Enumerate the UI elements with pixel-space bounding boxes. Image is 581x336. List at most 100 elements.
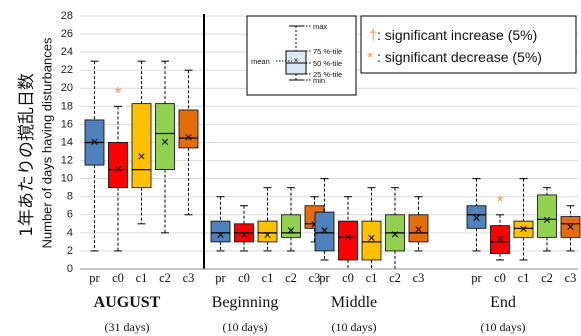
box-middle-c2: × <box>385 187 405 270</box>
x-tick-label: c3 <box>183 271 195 285</box>
box-key-mean-label: mean <box>251 57 270 66</box>
y-tick-label: 28 <box>61 10 73 22</box>
x-tick-label: c2 <box>159 271 171 285</box>
x-tick-label: pr <box>215 271 226 285</box>
significance-mark: * <box>115 83 122 102</box>
legend-frame <box>360 15 577 74</box>
iqr-box <box>513 220 534 238</box>
boxes: ×××× ×× × × × × × × × × ××××× × <box>84 60 581 270</box>
iqr-box <box>210 220 231 243</box>
x-tick-label: pr <box>471 271 482 285</box>
legend-increase-mark: † <box>369 27 377 44</box>
y-axis-label-en: Number of days having disturbances <box>39 37 54 249</box>
mean-mark: × <box>496 230 504 246</box>
mean-mark: × <box>367 229 375 245</box>
group-labels: AUGUST (31 days) Beginning (10 days) Middle (… <box>94 294 526 334</box>
x-tick-label: c2 <box>389 271 401 285</box>
x-tick-label: c1 <box>136 271 148 285</box>
iqr-box <box>338 220 358 261</box>
box-middle-c1: × <box>361 187 382 270</box>
x-tick-label: c1 <box>518 271 530 285</box>
box-august-c3: × <box>178 69 199 216</box>
y-tick-label: 14 <box>61 136 73 148</box>
y-tick-label: 24 <box>61 46 73 58</box>
legend-increase-text: : significant increase (5%) <box>377 27 537 43</box>
mean-mark: × <box>161 134 169 150</box>
box-august-c1: × <box>131 60 152 225</box>
y-tick-label: 0 <box>67 263 73 275</box>
box-key: × max 75 %-tile 50 %-tile 25 %-tile min … <box>246 15 357 96</box>
group-label: AUGUST <box>94 294 161 311</box>
y-tick-label: 26 <box>61 28 73 40</box>
mean-mark: × <box>472 209 480 225</box>
mean-mark: × <box>263 227 271 243</box>
y-tick-label: 8 <box>67 191 73 203</box>
group-label: Beginning <box>212 294 279 311</box>
mean-mark: × <box>543 211 551 227</box>
box-key-mean-mark: × <box>294 56 299 65</box>
group-label: Middle <box>331 294 377 311</box>
y-tick-label: 6 <box>67 209 73 221</box>
mean-mark: × <box>519 220 527 236</box>
x-tick-label: c1 <box>366 271 378 285</box>
mean-mark: × <box>240 227 248 243</box>
iqr-box <box>361 220 382 261</box>
y-tick-label: 18 <box>61 100 73 112</box>
x-tick-label: c0 <box>112 271 124 285</box>
box-key-median-label: 50 %-tile <box>313 59 342 68</box>
legend: † : significant increase (5%) * : signif… <box>360 15 577 74</box>
significance-mark: * <box>497 192 504 211</box>
y-tick-label: 16 <box>61 118 73 130</box>
legend-decrease-mark: * <box>367 49 373 66</box>
box-key-q1-label: 25 %-tile <box>313 70 342 79</box>
box-august-c0: × <box>108 105 128 252</box>
group-sublabel: (10 days) <box>223 320 268 334</box>
box-end-c2: × <box>537 187 557 252</box>
box-end-c1: × <box>513 178 534 261</box>
box-key-q3-label: 75 %-tile <box>313 47 342 56</box>
group-label: End <box>490 294 516 311</box>
x-tick-label: c2 <box>285 271 297 285</box>
box-end-c0: × <box>490 214 510 261</box>
iqr-box <box>537 194 557 238</box>
mean-mark: × <box>137 148 145 164</box>
iqr-box <box>155 103 175 171</box>
x-tick-label: c3 <box>413 271 425 285</box>
box-beginning-c1: × <box>257 187 278 252</box>
x-tick-label: pr <box>89 271 100 285</box>
y-tick-label: 20 <box>61 82 73 94</box>
box-beginning-c2: × <box>281 187 301 252</box>
mean-mark: × <box>414 221 422 237</box>
x-tick-label: c3 <box>565 271 577 285</box>
x-tick-label: c2 <box>541 271 553 285</box>
mean-mark: × <box>216 227 224 243</box>
box-middle-c0: × <box>338 196 358 270</box>
box-august-c2: × <box>155 60 175 234</box>
x-tick-label: c1 <box>262 271 274 285</box>
x-tick-label: c0 <box>494 271 506 285</box>
box-middle-c3: × <box>408 196 429 252</box>
y-tick-label: 2 <box>67 245 73 257</box>
iqr-box <box>560 216 581 238</box>
group-sublabel: (31 days) <box>105 320 150 334</box>
group-sublabel: (10 days) <box>332 320 377 334</box>
mean-mark: × <box>320 222 328 238</box>
iqr-box <box>408 214 429 243</box>
box-beginning-pr: × <box>210 196 231 252</box>
box-end-c3: × <box>560 205 581 252</box>
x-tick-label: c0 <box>238 271 250 285</box>
iqr-box <box>490 225 510 255</box>
y-tick-label: 22 <box>61 64 73 76</box>
box-end-pr: × <box>466 178 487 252</box>
y-tick-label: 4 <box>67 227 73 239</box>
mean-mark: × <box>90 134 98 150</box>
significance-marks: ** <box>115 83 504 210</box>
x-tick-label: c3 <box>309 271 321 285</box>
y-tick-label: 10 <box>61 173 73 185</box>
y-axis-label-jp: 1年あたりの撹乱日数 <box>17 73 37 237</box>
mean-mark: × <box>344 228 352 244</box>
group-sublabel: (10 days) <box>481 320 526 334</box>
iqr-box <box>108 142 128 189</box>
